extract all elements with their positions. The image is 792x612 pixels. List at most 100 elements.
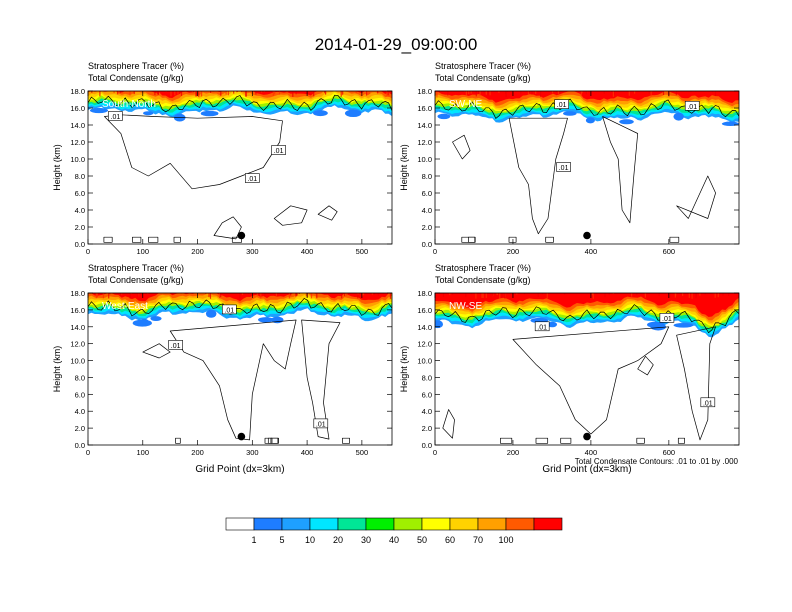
tracer-streak bbox=[650, 91, 652, 97]
tracer-streak bbox=[362, 293, 365, 295]
condensate-contour bbox=[512, 326, 670, 435]
y-tick-label: 4.0 bbox=[75, 407, 85, 416]
x-tick-label: 100 bbox=[137, 247, 150, 256]
tracer-streak bbox=[220, 91, 222, 96]
tracer-streak bbox=[255, 91, 257, 95]
tracer-streak bbox=[220, 293, 222, 298]
y-tick-label: 2.0 bbox=[75, 223, 85, 232]
x-tick-label: 500 bbox=[356, 448, 369, 457]
contour-label: .01 bbox=[687, 104, 697, 111]
y-tick-label: 4.0 bbox=[422, 206, 432, 215]
y-tick-label: 18.0 bbox=[417, 87, 432, 96]
contour-label: .01 bbox=[171, 343, 181, 350]
tracer-streak bbox=[719, 91, 721, 93]
contour-label-box bbox=[168, 340, 183, 350]
tracer-streak bbox=[608, 293, 610, 296]
y-tick-label: 6.0 bbox=[75, 189, 85, 198]
y-tick-label: 6.0 bbox=[75, 390, 85, 399]
tracer-streak bbox=[133, 91, 135, 95]
plot-area: .01 .01 .01 SW-NE bbox=[435, 91, 739, 244]
y-tick-label: 8.0 bbox=[75, 172, 85, 181]
tracer-streak bbox=[275, 293, 277, 297]
colorbar-label: 10 bbox=[305, 535, 315, 545]
condensate-contour bbox=[676, 175, 716, 219]
tracer-streak bbox=[233, 91, 235, 94]
y-tick-label: 16.0 bbox=[417, 306, 432, 315]
tracer-streak bbox=[260, 293, 262, 299]
contour-label: .01 bbox=[111, 114, 121, 121]
tracer-streak bbox=[675, 293, 677, 296]
y-tick-label: 12.0 bbox=[417, 138, 432, 147]
x-tick-label: 200 bbox=[191, 448, 204, 457]
condensate-contour bbox=[677, 437, 685, 444]
contour-line bbox=[88, 297, 392, 317]
tracer-streak bbox=[699, 293, 701, 296]
contour-label-box bbox=[108, 111, 123, 121]
tracer-streak bbox=[373, 293, 375, 295]
panel-title-tracer: Stratosphere Tracer (%) bbox=[88, 263, 184, 273]
tracer-streak bbox=[310, 293, 313, 299]
tracer-streak bbox=[475, 91, 477, 97]
tracer-spot bbox=[258, 317, 274, 323]
tracer-streak bbox=[295, 91, 297, 95]
condensate-contour bbox=[142, 343, 171, 359]
tracer-streak bbox=[264, 293, 266, 297]
tracer-spot bbox=[89, 107, 109, 114]
condensate-contour bbox=[442, 409, 455, 439]
tracer-streak bbox=[241, 293, 244, 295]
y-axis-label: Height (km) bbox=[399, 346, 409, 393]
tracer-band-9 bbox=[435, 91, 739, 103]
contour-label: .01 bbox=[274, 148, 284, 155]
contour-label-box bbox=[700, 397, 716, 408]
panel-title-tracer: Stratosphere Tracer (%) bbox=[435, 263, 531, 273]
tracer-streak bbox=[141, 293, 143, 296]
tracer-streak bbox=[690, 91, 692, 93]
tracer-streak bbox=[102, 293, 104, 299]
contour-label: .01 bbox=[703, 400, 713, 407]
x-tick-label: 200 bbox=[507, 448, 520, 457]
x-axis-label: Grid Point (dx=3km) bbox=[195, 464, 284, 475]
tracer-streak bbox=[540, 91, 542, 97]
location-marker bbox=[237, 231, 246, 240]
tracer-streak bbox=[198, 91, 200, 97]
tracer-streak bbox=[256, 293, 258, 296]
tracer-streak bbox=[487, 91, 489, 96]
contour-label: .01 bbox=[224, 307, 234, 314]
tracer-streak bbox=[387, 91, 389, 95]
x-tick-label: 300 bbox=[246, 247, 259, 256]
tracer-streak bbox=[644, 293, 646, 298]
tracer-spot bbox=[673, 322, 694, 328]
tracer-streak bbox=[95, 293, 97, 299]
y-tick-label: 14.0 bbox=[70, 121, 85, 130]
tracer-streak bbox=[636, 293, 638, 295]
tracer-streak bbox=[557, 91, 560, 94]
colorbar-label: 70 bbox=[473, 535, 483, 545]
colorbar-label: 5 bbox=[279, 535, 284, 545]
tracer-streak bbox=[491, 293, 494, 296]
tracer-streak bbox=[108, 293, 110, 299]
panel-label: West-East bbox=[102, 301, 148, 312]
location-marker bbox=[237, 432, 246, 441]
tracer-streak bbox=[113, 91, 115, 93]
tracer-spot bbox=[313, 110, 328, 117]
colorbar-swatch bbox=[449, 517, 479, 531]
tracer-streak bbox=[305, 293, 307, 297]
condensate-contour bbox=[545, 236, 554, 243]
tracer-streak bbox=[669, 293, 671, 298]
tracer-streak bbox=[236, 91, 238, 93]
tracer-streak bbox=[274, 91, 276, 95]
tracer-streak bbox=[323, 91, 326, 93]
tracer-streak bbox=[516, 293, 518, 295]
contour-label: .01 bbox=[247, 176, 257, 183]
tracer-streak bbox=[688, 293, 690, 298]
tracer-streak bbox=[465, 293, 467, 297]
tracer-spot bbox=[673, 112, 684, 121]
tracer-streak bbox=[478, 91, 480, 94]
y-tick-label: 6.0 bbox=[422, 390, 432, 399]
x-tick-label: 0 bbox=[433, 448, 437, 457]
colorbar-swatch bbox=[393, 517, 423, 531]
colorbar-swatch bbox=[421, 517, 451, 531]
y-tick-label: 8.0 bbox=[422, 172, 432, 181]
tracer-streak bbox=[537, 293, 539, 297]
